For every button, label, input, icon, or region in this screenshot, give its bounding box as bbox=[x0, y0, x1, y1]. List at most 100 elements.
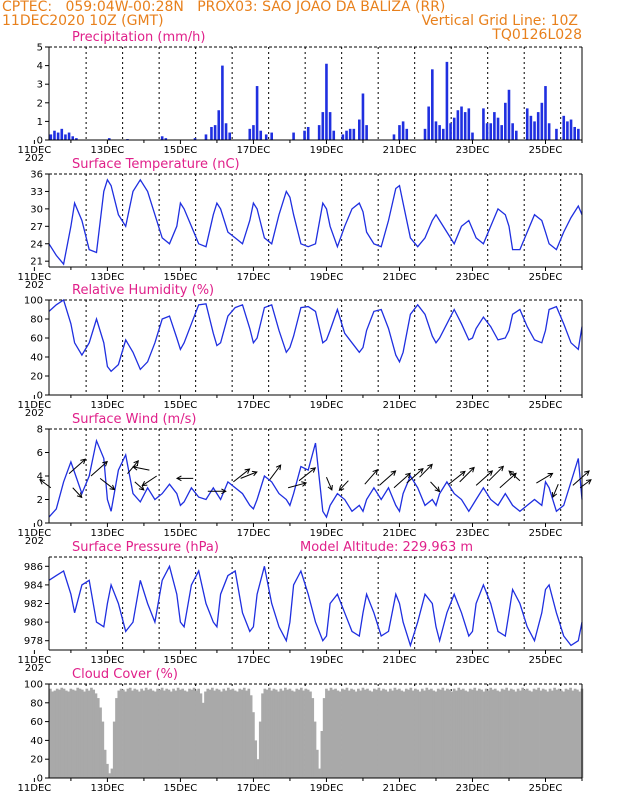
cloud-bar bbox=[509, 688, 513, 778]
wind-arrow bbox=[90, 461, 108, 477]
cloud-bar bbox=[512, 689, 515, 778]
wind-arrow-head bbox=[141, 480, 148, 487]
cloud-bar bbox=[176, 687, 180, 778]
wind-arrow bbox=[99, 477, 115, 490]
cloud-bar bbox=[103, 749, 107, 778]
cloud-bar bbox=[284, 687, 287, 778]
x-tick-label: 21DEC bbox=[383, 528, 417, 539]
wind-arrow bbox=[68, 458, 86, 475]
cloud-bar bbox=[534, 689, 538, 778]
cloud-bar bbox=[158, 689, 162, 778]
cloud-bar bbox=[60, 687, 64, 778]
wind-arrow-head bbox=[551, 491, 558, 498]
precip-bar bbox=[303, 130, 306, 140]
cloud-bar bbox=[174, 690, 178, 778]
cloud-bar bbox=[384, 689, 388, 778]
cloud-bar bbox=[87, 690, 91, 778]
y-tick-label: 2 bbox=[37, 98, 43, 109]
precip-bar bbox=[345, 130, 348, 140]
wind-arrow bbox=[134, 481, 145, 491]
cloud-bar bbox=[514, 691, 518, 778]
wind-arrow-head bbox=[372, 469, 379, 475]
y-tick-label: 20 bbox=[30, 372, 43, 383]
panel-title: Surface Temperature (nC) bbox=[72, 157, 240, 172]
x-tick-label: 19DEC bbox=[310, 655, 344, 666]
cloud-bar bbox=[368, 690, 372, 778]
cloud-bar bbox=[457, 687, 461, 778]
cloud-bar bbox=[334, 688, 337, 778]
panel-title: Precipitation (mm/h) bbox=[72, 30, 205, 45]
y-tick-label: 982 bbox=[24, 599, 43, 610]
cloud-bar bbox=[327, 690, 331, 778]
cloud-bar bbox=[249, 695, 253, 778]
precip-bar bbox=[53, 130, 56, 140]
cloud-bar bbox=[434, 691, 438, 778]
cloud-bar bbox=[318, 768, 321, 778]
wind-arrow bbox=[298, 467, 316, 482]
precip-bar bbox=[160, 136, 164, 140]
cloud-bar bbox=[217, 689, 221, 778]
x-year-label: 202 bbox=[25, 153, 44, 164]
cloud-bar bbox=[544, 689, 547, 778]
cloud-bar bbox=[135, 689, 139, 778]
wind-arrow-head bbox=[417, 467, 424, 474]
wind-arrow-head bbox=[338, 485, 345, 492]
cloud-bar bbox=[58, 689, 61, 778]
cloud-bar bbox=[274, 689, 278, 778]
series-line bbox=[48, 178, 583, 266]
wind-arrow-head bbox=[469, 466, 475, 473]
x-tick-label: 23DEC bbox=[456, 400, 490, 411]
cloud-bar bbox=[304, 688, 308, 778]
cloud-bar bbox=[523, 689, 527, 778]
cloud-bar bbox=[459, 689, 463, 778]
x-tick-label: 25DEC bbox=[529, 272, 563, 283]
precip-bar bbox=[467, 108, 471, 140]
precip-bar bbox=[292, 132, 295, 140]
precip-bar bbox=[64, 134, 67, 140]
wind-arrow-head bbox=[80, 458, 87, 465]
cloud-bar bbox=[357, 688, 360, 778]
precip-bar bbox=[431, 69, 434, 140]
cloud-bar bbox=[85, 688, 89, 778]
cloud-bar bbox=[192, 687, 196, 778]
cloud-bar bbox=[167, 689, 171, 778]
cloud-bar bbox=[404, 688, 408, 778]
cloud-bar bbox=[432, 690, 436, 778]
wind-arrow-head bbox=[275, 464, 282, 471]
x-year-label: 202 bbox=[25, 280, 44, 291]
cloud-bar bbox=[281, 690, 285, 778]
wind-arrow-head bbox=[327, 484, 333, 491]
cloud-bar bbox=[361, 687, 365, 778]
cloud-bar bbox=[297, 689, 301, 778]
precip-bar bbox=[221, 65, 224, 140]
precip-bar bbox=[259, 130, 263, 140]
cloud-bar bbox=[477, 688, 481, 778]
y-tick-label: 0 bbox=[37, 774, 43, 785]
cloud-bar bbox=[500, 688, 504, 778]
cloud-bar bbox=[153, 691, 157, 778]
header-grid-line: Vertical Grid Line: 10Z bbox=[421, 13, 578, 29]
precip-bar bbox=[213, 125, 217, 140]
precip-bar bbox=[493, 112, 496, 140]
x-tick-label: 17DEC bbox=[237, 783, 271, 794]
x-tick-label: 25DEC bbox=[529, 655, 563, 666]
wind-arrow-head bbox=[133, 460, 139, 466]
cloud-bar bbox=[393, 687, 397, 778]
cloud-bar bbox=[160, 687, 164, 778]
precip-bar bbox=[562, 115, 566, 140]
y-tick-label: 8 bbox=[37, 425, 43, 436]
wind-arrow-head bbox=[508, 470, 515, 476]
x-tick-label: 23DEC bbox=[456, 783, 490, 794]
cloud-bar bbox=[165, 688, 169, 778]
cloud-bar bbox=[293, 691, 296, 778]
wind-arrow-head bbox=[427, 463, 433, 470]
cloud-bar bbox=[131, 690, 134, 778]
wind-arrow bbox=[142, 475, 157, 487]
precip-bar bbox=[107, 138, 111, 140]
cloud-bar bbox=[270, 690, 274, 778]
cloud-bar bbox=[366, 688, 369, 778]
x-tick-label: 21DEC bbox=[383, 783, 417, 794]
x-tick-label: 23DEC bbox=[456, 655, 490, 666]
cloud-bar bbox=[350, 688, 353, 778]
